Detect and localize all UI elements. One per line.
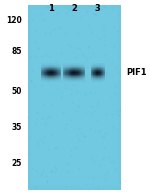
Text: 25: 25: [12, 159, 22, 168]
Bar: [28, 5, 121, 190]
Text: 1: 1: [48, 4, 54, 13]
Text: 3: 3: [95, 4, 101, 13]
Text: PIF1: PIF1: [126, 68, 147, 77]
Text: 2: 2: [71, 4, 77, 13]
Text: 35: 35: [12, 123, 22, 132]
Bar: [31, 9, 118, 186]
Text: 50: 50: [12, 87, 22, 96]
Text: 85: 85: [12, 47, 22, 56]
Text: 120: 120: [6, 16, 22, 25]
